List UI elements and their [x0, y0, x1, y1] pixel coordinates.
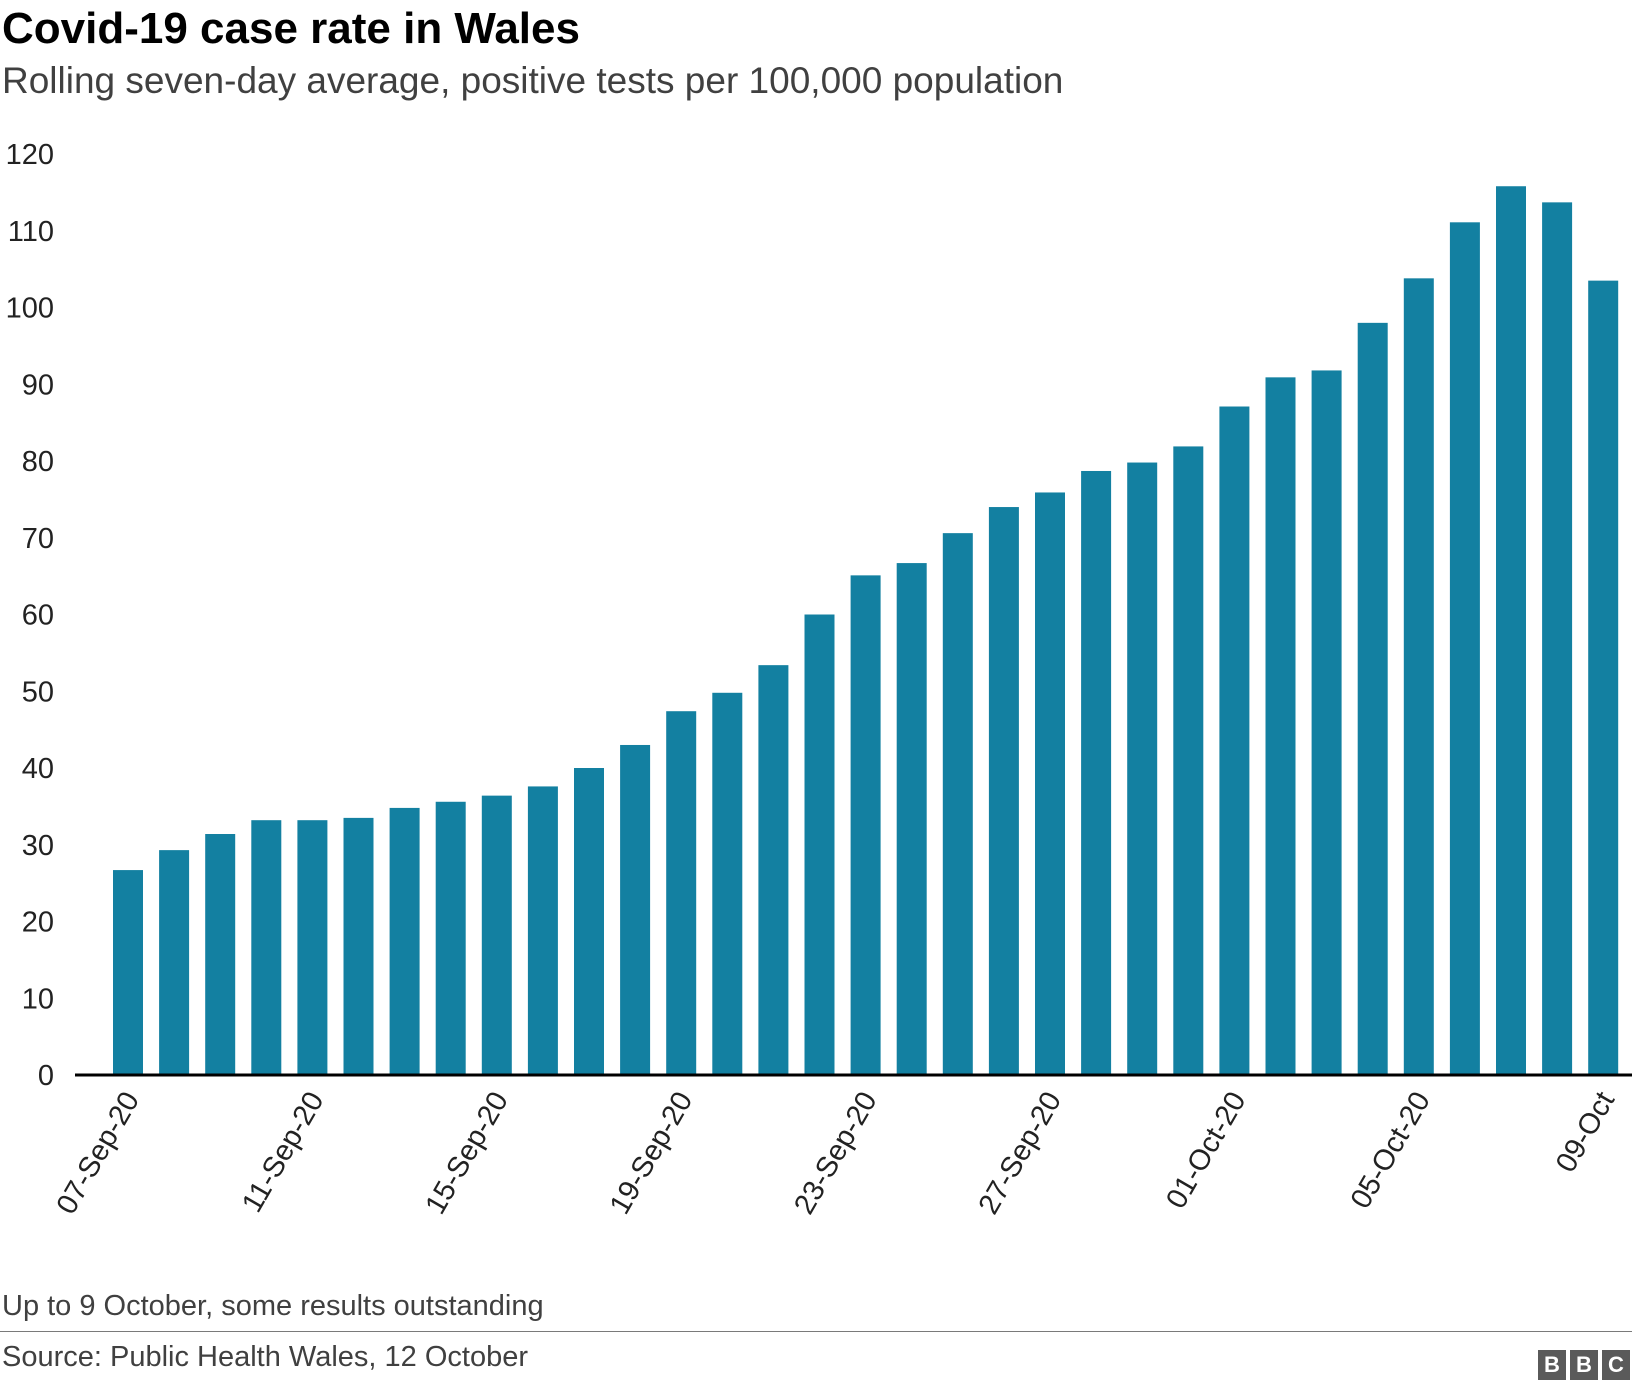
x-tick-label: 09-Oct	[1550, 1087, 1621, 1178]
y-tick-label: 30	[22, 830, 54, 862]
bbc-logo: B B C	[1538, 1350, 1630, 1380]
y-tick-label: 20	[22, 907, 54, 939]
bar-25-Sep-20	[942, 533, 973, 1075]
bar-03-Oct-20	[1311, 370, 1342, 1075]
bar-chart: 0 10 20 30 40 50 60 70 80 90 100 110 120 07-Sep-20 11…	[6, 139, 1632, 1220]
y-tick-label: 100	[6, 293, 54, 325]
bar-07-Oct-20	[1496, 186, 1526, 1076]
bar-06-Oct-20	[1449, 222, 1480, 1075]
logo-letter: B	[1570, 1350, 1598, 1380]
chart-subtitle: Rolling seven-day average, positive test…	[2, 60, 1064, 101]
bar-22-Sep-20	[804, 614, 835, 1075]
bar-24-Sep-20	[896, 563, 927, 1075]
x-tick-label: 07-Sep-20	[51, 1087, 146, 1220]
source-note: Source: Public Health Wales, 12 October	[2, 1341, 529, 1373]
x-tick-label: 05-Oct-20	[1345, 1087, 1437, 1215]
y-tick-label: 0	[38, 1060, 54, 1092]
y-tick-label: 120	[6, 139, 54, 171]
footer-divider	[0, 1331, 1632, 1332]
bar-20-Sep-20	[712, 692, 743, 1075]
logo-letter: C	[1602, 1350, 1630, 1380]
x-tick-label: 19-Sep-20	[604, 1087, 699, 1220]
y-tick-label: 90	[22, 369, 54, 401]
bar-16-Sep-20	[527, 786, 558, 1075]
bar-28-Sep-20	[1081, 470, 1112, 1075]
footnote: Up to 9 October, some results outstandin…	[2, 1290, 544, 1322]
bar-01-Oct-20	[1219, 406, 1250, 1075]
bar-12-Sep-20	[343, 817, 374, 1075]
bar-11-Sep-20	[297, 820, 328, 1075]
bar-18-Sep-20	[620, 744, 651, 1075]
x-tick-label: 27-Sep-20	[973, 1087, 1068, 1220]
bar-09-Oct	[1588, 280, 1619, 1075]
x-tick-label: 01-Oct-20	[1160, 1087, 1252, 1215]
bar-05-Oct-20	[1403, 278, 1434, 1076]
bar-04-Oct-20	[1357, 322, 1388, 1076]
bar-23-Sep-20	[850, 575, 881, 1075]
bars	[113, 186, 1619, 1076]
logo-letter: B	[1538, 1350, 1566, 1380]
bar-10-Sep-20	[251, 820, 282, 1075]
y-tick-label: 40	[22, 753, 54, 785]
bar-30-Sep-20	[1173, 446, 1204, 1076]
bar-08-Sep-20	[159, 850, 190, 1075]
bar-29-Sep-20	[1127, 462, 1158, 1075]
x-axis-ticks: 07-Sep-20 11-Sep-20 15-Sep-20 19-Sep-20 23-S…	[51, 1087, 1622, 1220]
y-tick-label: 110	[8, 216, 54, 248]
y-tick-label: 10	[22, 983, 54, 1015]
y-axis-ticks: 0 10 20 30 40 50 60 70 80 90 100 110 120	[6, 139, 54, 1092]
bar-26-Sep-20	[988, 507, 1019, 1075]
bar-27-Sep-20	[1035, 492, 1065, 1075]
y-tick-label: 70	[22, 523, 54, 555]
bar-13-Sep-20	[389, 807, 420, 1075]
bar-02-Oct-20	[1265, 377, 1296, 1075]
y-tick-label: 50	[22, 676, 54, 708]
bar-08-Oct-20	[1542, 202, 1573, 1076]
bar-19-Sep-20	[666, 711, 697, 1075]
bar-15-Sep-20	[481, 795, 512, 1075]
bar-07-Sep-20	[113, 870, 143, 1075]
chart-title: Covid-19 case rate in Wales	[2, 4, 580, 53]
x-tick-label: 11-Sep-20	[236, 1087, 330, 1218]
y-tick-label: 80	[22, 446, 54, 478]
bar-14-Sep-20	[435, 801, 466, 1075]
y-tick-label: 60	[22, 600, 54, 632]
x-tick-label: 23-Sep-20	[788, 1087, 883, 1220]
bar-17-Sep-20	[574, 768, 604, 1075]
bar-21-Sep-20	[758, 665, 789, 1075]
x-tick-label: 15-Sep-20	[419, 1087, 514, 1220]
bar-09-Sep-20	[205, 834, 236, 1075]
